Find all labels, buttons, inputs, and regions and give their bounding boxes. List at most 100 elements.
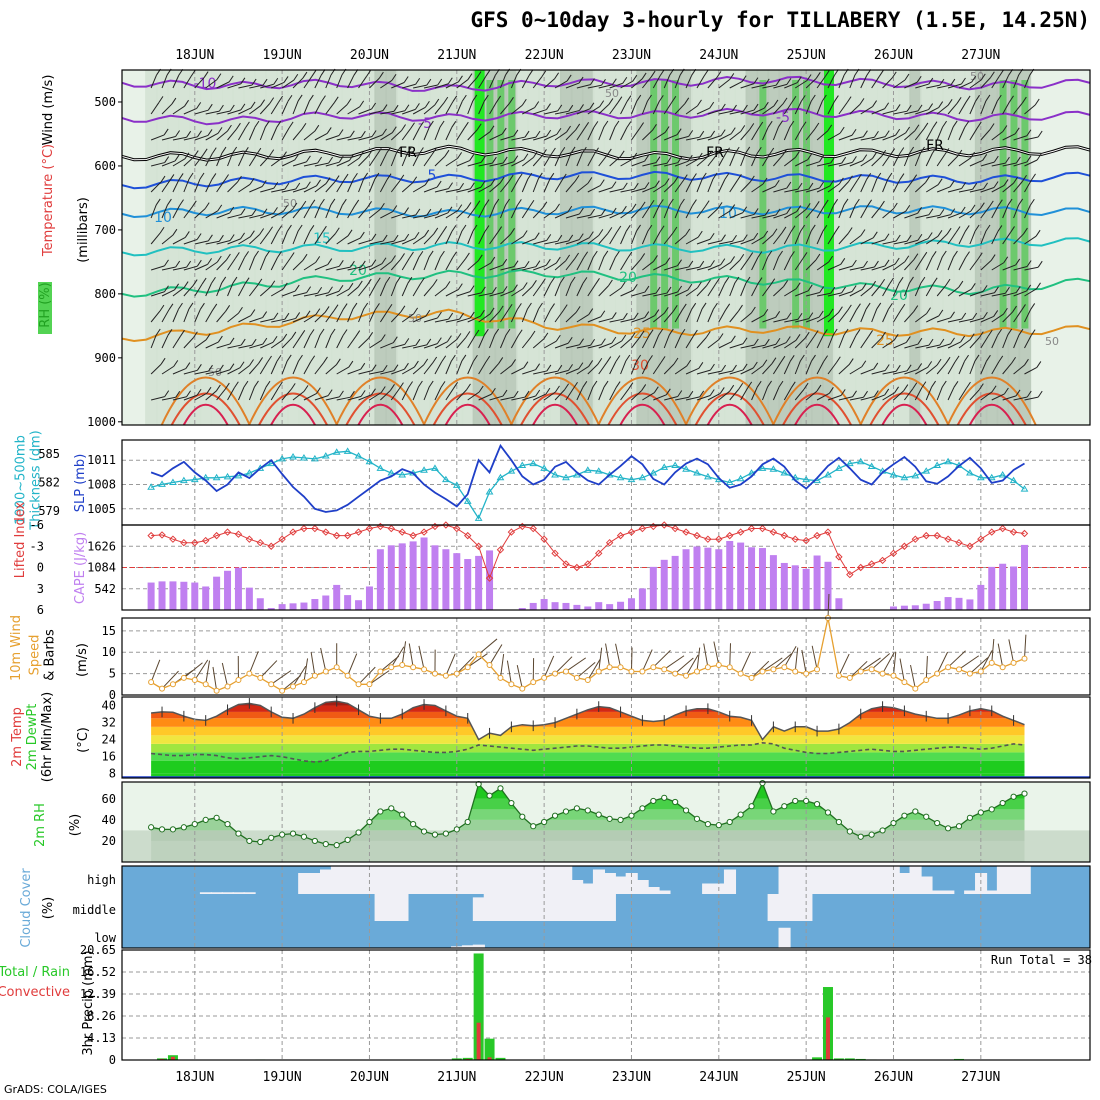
wind-barb	[587, 316, 601, 323]
thickness-marker	[649, 469, 658, 476]
upper-tick-label: 500	[94, 95, 116, 109]
wind-barb-flag	[631, 203, 637, 211]
wind-barb-flag	[560, 146, 566, 154]
wind-marker	[672, 670, 679, 677]
wind-barb-flag	[338, 155, 344, 163]
wind-barb-flag	[166, 198, 172, 206]
thickness-marker	[594, 467, 603, 474]
wind-barb-flag	[1030, 329, 1036, 336]
wind-barb-flag	[490, 178, 496, 186]
wind-barb	[554, 260, 566, 271]
wind-barb	[1013, 266, 1028, 271]
wind-barb	[303, 261, 316, 271]
thickness-marker	[529, 459, 538, 467]
wind-barb	[522, 238, 536, 245]
wind-barb-flag	[475, 200, 481, 207]
wind-barb	[641, 649, 653, 672]
wind-barb-flag	[360, 130, 366, 138]
wind-barb-flag	[451, 225, 457, 232]
wind-barb	[904, 311, 915, 323]
wind-barb-flag	[436, 337, 442, 344]
wind-barb	[915, 313, 927, 323]
li-marker	[769, 528, 778, 536]
wind-barb	[533, 135, 547, 141]
wind-barb	[653, 292, 668, 297]
wind-barb-flag	[732, 234, 737, 242]
wind-barb	[172, 335, 181, 349]
date-label-bottom: 26JUN	[874, 1070, 913, 1085]
wind-barb	[391, 213, 405, 219]
wind-barb-flag	[498, 305, 504, 313]
wind-barb	[958, 387, 967, 401]
wind-barb	[238, 344, 253, 349]
wind-barb-flag	[851, 128, 857, 136]
rh-high-column	[650, 80, 658, 329]
upper-tick-label: 800	[94, 287, 116, 301]
wind-barb-flag	[816, 384, 822, 392]
wind-barb	[434, 256, 441, 271]
li-marker	[1020, 529, 1029, 538]
li-marker	[736, 528, 745, 536]
wind-barb-flag	[953, 381, 959, 388]
wind-barb	[314, 132, 328, 141]
wind-barb-flag	[501, 127, 507, 135]
wind-barb-flag	[884, 364, 890, 371]
wind-barb-flag	[240, 103, 246, 111]
wind-barb	[838, 74, 845, 89]
wind-barb	[445, 257, 454, 271]
wind-barb-flag	[932, 277, 938, 285]
wind-barb	[380, 240, 395, 245]
wind-barb-flag	[697, 99, 702, 107]
rh-marker	[573, 805, 580, 812]
wind-barb	[434, 83, 449, 89]
wind-barb	[369, 263, 383, 271]
wind-barb	[161, 74, 168, 89]
wind-barb-flag	[815, 253, 821, 261]
wind-barb-flag	[367, 149, 373, 157]
wind-barb	[281, 290, 296, 297]
wind-barb	[260, 187, 274, 193]
wind-barb	[281, 101, 289, 115]
wind-barb-flag	[944, 148, 950, 155]
wind-barb-flag	[529, 199, 535, 207]
wind-barb-flag	[277, 251, 282, 258]
wind-barb	[652, 312, 665, 323]
wind-barb-flag	[1018, 198, 1024, 206]
warm-contour	[619, 403, 666, 426]
warm-contour	[532, 403, 578, 426]
wind-barb	[510, 205, 518, 219]
wind-barb-flag	[617, 96, 623, 103]
wind-barb	[336, 104, 348, 115]
li-marker	[354, 528, 363, 536]
wind-barb	[445, 127, 453, 141]
wind-barb-flag	[172, 228, 178, 236]
wind-barb	[641, 206, 651, 219]
wind-barb-flag	[196, 233, 202, 240]
wind-barb-flag	[570, 276, 576, 284]
warm-contour	[946, 376, 1037, 426]
wind-barb-flag	[534, 101, 540, 108]
wind-barb-flag	[925, 176, 930, 183]
thickness-marker	[562, 473, 570, 481]
wind-barb	[216, 369, 231, 375]
wind-barb	[478, 100, 485, 115]
wind-barb	[696, 647, 701, 672]
wind-barb	[587, 256, 594, 271]
wind-barb	[805, 206, 816, 219]
wind-barb	[402, 108, 416, 115]
rh-column	[909, 70, 922, 425]
wind-barb	[598, 187, 613, 193]
wind-barb	[904, 110, 919, 115]
wind-barb	[936, 284, 947, 297]
temp-band	[151, 752, 1025, 761]
wind-barb	[762, 127, 769, 141]
wind-barb-flag	[524, 130, 530, 138]
wind-barb	[248, 126, 256, 141]
wind-barb	[303, 361, 312, 375]
wind-barb	[260, 318, 275, 323]
axis-label: (6hr Min/Max)	[40, 692, 55, 782]
wind-barb-flag	[606, 148, 612, 156]
wind-barb-flag	[513, 390, 519, 398]
wind-marker	[628, 668, 635, 675]
wind-barb	[762, 343, 777, 349]
